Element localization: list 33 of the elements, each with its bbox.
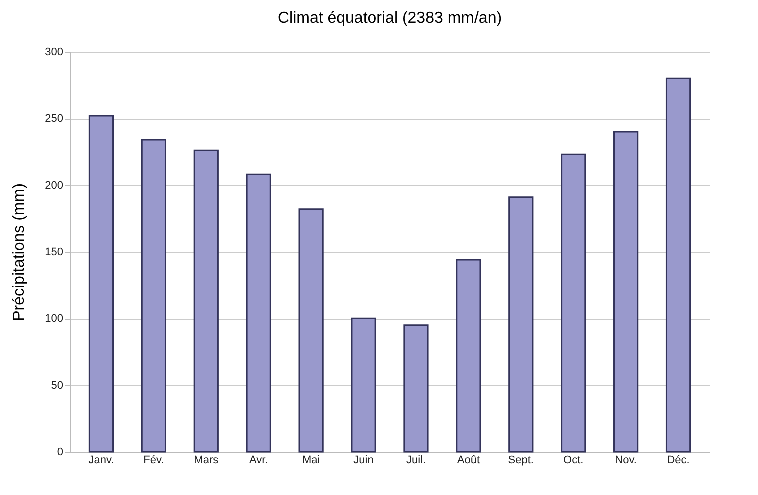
bar — [141, 139, 166, 453]
bar — [404, 324, 429, 453]
bar — [298, 208, 324, 453]
x-tick-label: Janv. — [88, 454, 114, 466]
bar — [614, 131, 639, 453]
x-tick-label: Avr. — [249, 454, 268, 466]
x-tick-label: Nov. — [615, 454, 637, 466]
y-tick-label: 150 — [45, 246, 64, 258]
bar — [194, 150, 219, 453]
x-tick-label: Juin — [354, 454, 374, 466]
y-tick-label: 50 — [51, 380, 64, 392]
x-tick-label: Août — [457, 454, 480, 466]
x-tick-label: Oct. — [564, 454, 584, 466]
bar — [666, 78, 692, 453]
x-tick-label: Mai — [302, 454, 320, 466]
x-tick-label: Juil. — [406, 454, 426, 466]
bar — [88, 115, 114, 453]
bar — [246, 174, 272, 453]
y-axis-title: Précipitations (mm) — [11, 184, 28, 322]
bar — [508, 196, 534, 453]
bar — [456, 259, 482, 453]
x-tick-label: Fév. — [144, 454, 164, 466]
y-tick-label: 0 — [57, 446, 64, 458]
bar — [351, 318, 376, 453]
y-tick-label: 300 — [45, 46, 64, 58]
y-tick-label: 200 — [45, 180, 64, 192]
y-tick-label: 250 — [45, 113, 64, 126]
y-tick-label: 100 — [45, 313, 64, 326]
x-tick-label: Mars — [194, 454, 220, 466]
bar — [561, 154, 586, 453]
x-tick-label: Déc. — [667, 454, 690, 466]
chart-title: Climat équatorial (2383 mm/an) — [278, 10, 502, 27]
x-tick-label: Sept. — [508, 454, 534, 466]
